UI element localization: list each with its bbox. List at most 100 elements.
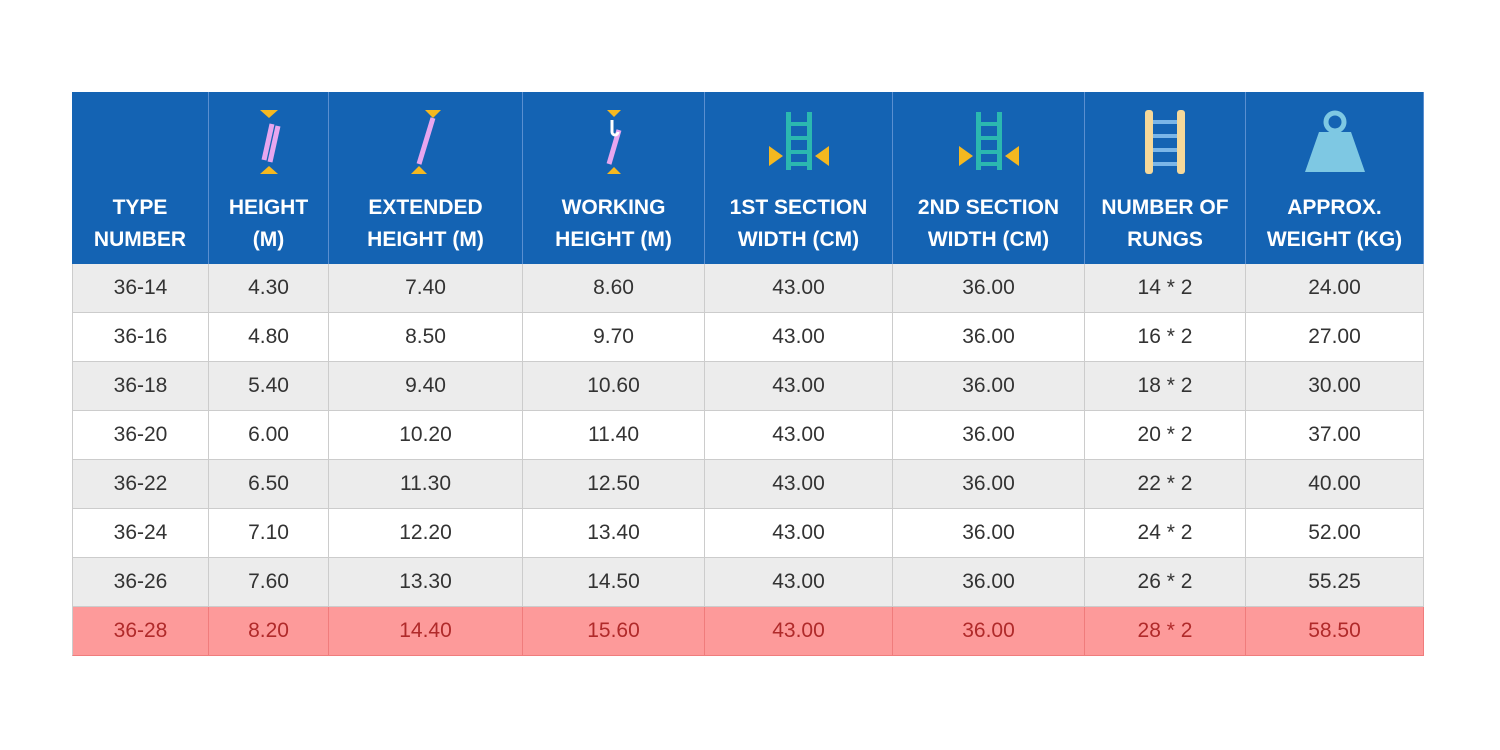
cell-text: 27.00: [1308, 325, 1361, 348]
header-cell: EXTENDED HEIGHT (M): [329, 92, 523, 264]
cell-text: 36.00: [962, 619, 1015, 642]
table-cell: 6.00: [209, 411, 329, 460]
table-cell: 27.00: [1246, 313, 1424, 362]
table-cell: 36-18: [72, 362, 209, 411]
header-text: WIDTH (CM): [927, 228, 1050, 251]
cell-text: 43.00: [772, 423, 825, 446]
cell-text: 11.40: [588, 423, 639, 446]
table-cell: 15.60: [523, 607, 705, 656]
cell-text: 26 * 2: [1137, 570, 1193, 593]
table-cell: 36.00: [893, 509, 1085, 558]
table-cell: 8.50: [329, 313, 523, 362]
table-cell: 11.30: [329, 460, 523, 509]
cell-text: 4.30: [248, 276, 289, 299]
header-text: HEIGHT (M): [555, 228, 672, 251]
cell-text: 11.30: [400, 472, 451, 495]
table-cell: 28 * 2: [1085, 607, 1246, 656]
cell-text: 13.40: [587, 521, 640, 544]
cell-text: 8.20: [248, 619, 289, 642]
cell-text: 52.00: [1308, 521, 1361, 544]
header-icon: [410, 110, 441, 184]
header-text: HEIGHT (M): [367, 228, 484, 251]
cell-text: 36-22: [113, 472, 168, 495]
cell-text: 24.00: [1308, 276, 1361, 299]
cell-text: 6.00: [248, 423, 289, 446]
table-cell: 4.80: [209, 313, 329, 362]
table-cell: 36.00: [893, 607, 1085, 656]
cell-text: 13.30: [399, 570, 452, 593]
cell-text: 36-14: [113, 276, 168, 299]
table-cell: 14.50: [523, 558, 705, 607]
cell-text: 36.00: [962, 325, 1015, 348]
cell-text: 5.40: [248, 374, 289, 397]
header-text: NUMBER: [93, 228, 187, 251]
cell-text: 14.40: [399, 619, 452, 642]
cell-text: 7.40: [405, 276, 446, 299]
table-cell: 43.00: [705, 460, 893, 509]
header-text: 1ST SECTION: [729, 196, 868, 219]
cell-text: 30.00: [1308, 374, 1361, 397]
header-text: NUMBER OF: [1101, 196, 1229, 219]
table-cell: 13.40: [523, 509, 705, 558]
cell-text: 9.70: [593, 325, 634, 348]
header-icon: [254, 110, 284, 184]
cell-text: 36.00: [962, 570, 1015, 593]
table-cell: 36-20: [72, 411, 209, 460]
table-cell: 58.50: [1246, 607, 1424, 656]
table-cell: 36-16: [72, 313, 209, 362]
cell-text: 12.50: [587, 472, 640, 495]
header-cell: 1ST SECTION WIDTH (CM): [705, 92, 893, 264]
cell-text: 4.80: [248, 325, 289, 348]
table-cell: 14.40: [329, 607, 523, 656]
table-cell: 11.40: [523, 411, 705, 460]
header-icon: [1303, 110, 1367, 184]
cell-text: 36.00: [962, 521, 1015, 544]
table-cell: 20 * 2: [1085, 411, 1246, 460]
table-cell: 22 * 2: [1085, 460, 1246, 509]
cell-text: 9.40: [405, 374, 446, 397]
cell-text: 28 * 2: [1137, 619, 1193, 642]
cell-text: 55.25: [1308, 570, 1361, 593]
table-cell: 9.70: [523, 313, 705, 362]
header-text: APPROX.: [1287, 196, 1382, 219]
header-text: WIDTH (CM): [737, 228, 860, 251]
table-cell: 43.00: [705, 313, 893, 362]
table-cell: 7.10: [209, 509, 329, 558]
cell-text: 36-24: [113, 521, 168, 544]
table-cell: 6.50: [209, 460, 329, 509]
cell-text: 8.60: [593, 276, 634, 299]
table-cell: 4.30: [209, 264, 329, 313]
table-cell: 10.60: [523, 362, 705, 411]
table-cell: 36.00: [893, 264, 1085, 313]
cell-text: 36.00: [962, 472, 1015, 495]
table-cell: 12.50: [523, 460, 705, 509]
table-cell: 43.00: [705, 362, 893, 411]
cell-text: 14 * 2: [1137, 276, 1193, 299]
cell-text: 20 * 2: [1137, 423, 1193, 446]
cell-text: 43.00: [772, 325, 825, 348]
table-cell: 40.00: [1246, 460, 1424, 509]
cell-text: 40.00: [1308, 472, 1361, 495]
cell-text: 36-20: [113, 423, 168, 446]
header-icon: [599, 110, 629, 184]
cell-text: 37.00: [1308, 423, 1361, 446]
cell-text: 43.00: [772, 472, 825, 495]
table-cell: 36-26: [72, 558, 209, 607]
table-cell: 36-14: [72, 264, 209, 313]
header-icon: [1143, 110, 1187, 184]
cell-text: 12.20: [399, 521, 452, 544]
cell-text: 7.60: [248, 570, 289, 593]
table-cell: 55.25: [1246, 558, 1424, 607]
cell-text: 36-28: [113, 619, 168, 642]
table-cell: 12.20: [329, 509, 523, 558]
cell-text: 10.60: [587, 374, 640, 397]
header-cell: APPROX. WEIGHT (KG): [1246, 92, 1424, 264]
cell-text: 15.60: [587, 619, 640, 642]
table-cell: 8.60: [523, 264, 705, 313]
cell-text: 43.00: [772, 521, 825, 544]
cell-text: 36.00: [962, 374, 1015, 397]
cell-text: 36.00: [962, 276, 1015, 299]
table-cell: 7.60: [209, 558, 329, 607]
cell-text: 16 * 2: [1137, 325, 1193, 348]
